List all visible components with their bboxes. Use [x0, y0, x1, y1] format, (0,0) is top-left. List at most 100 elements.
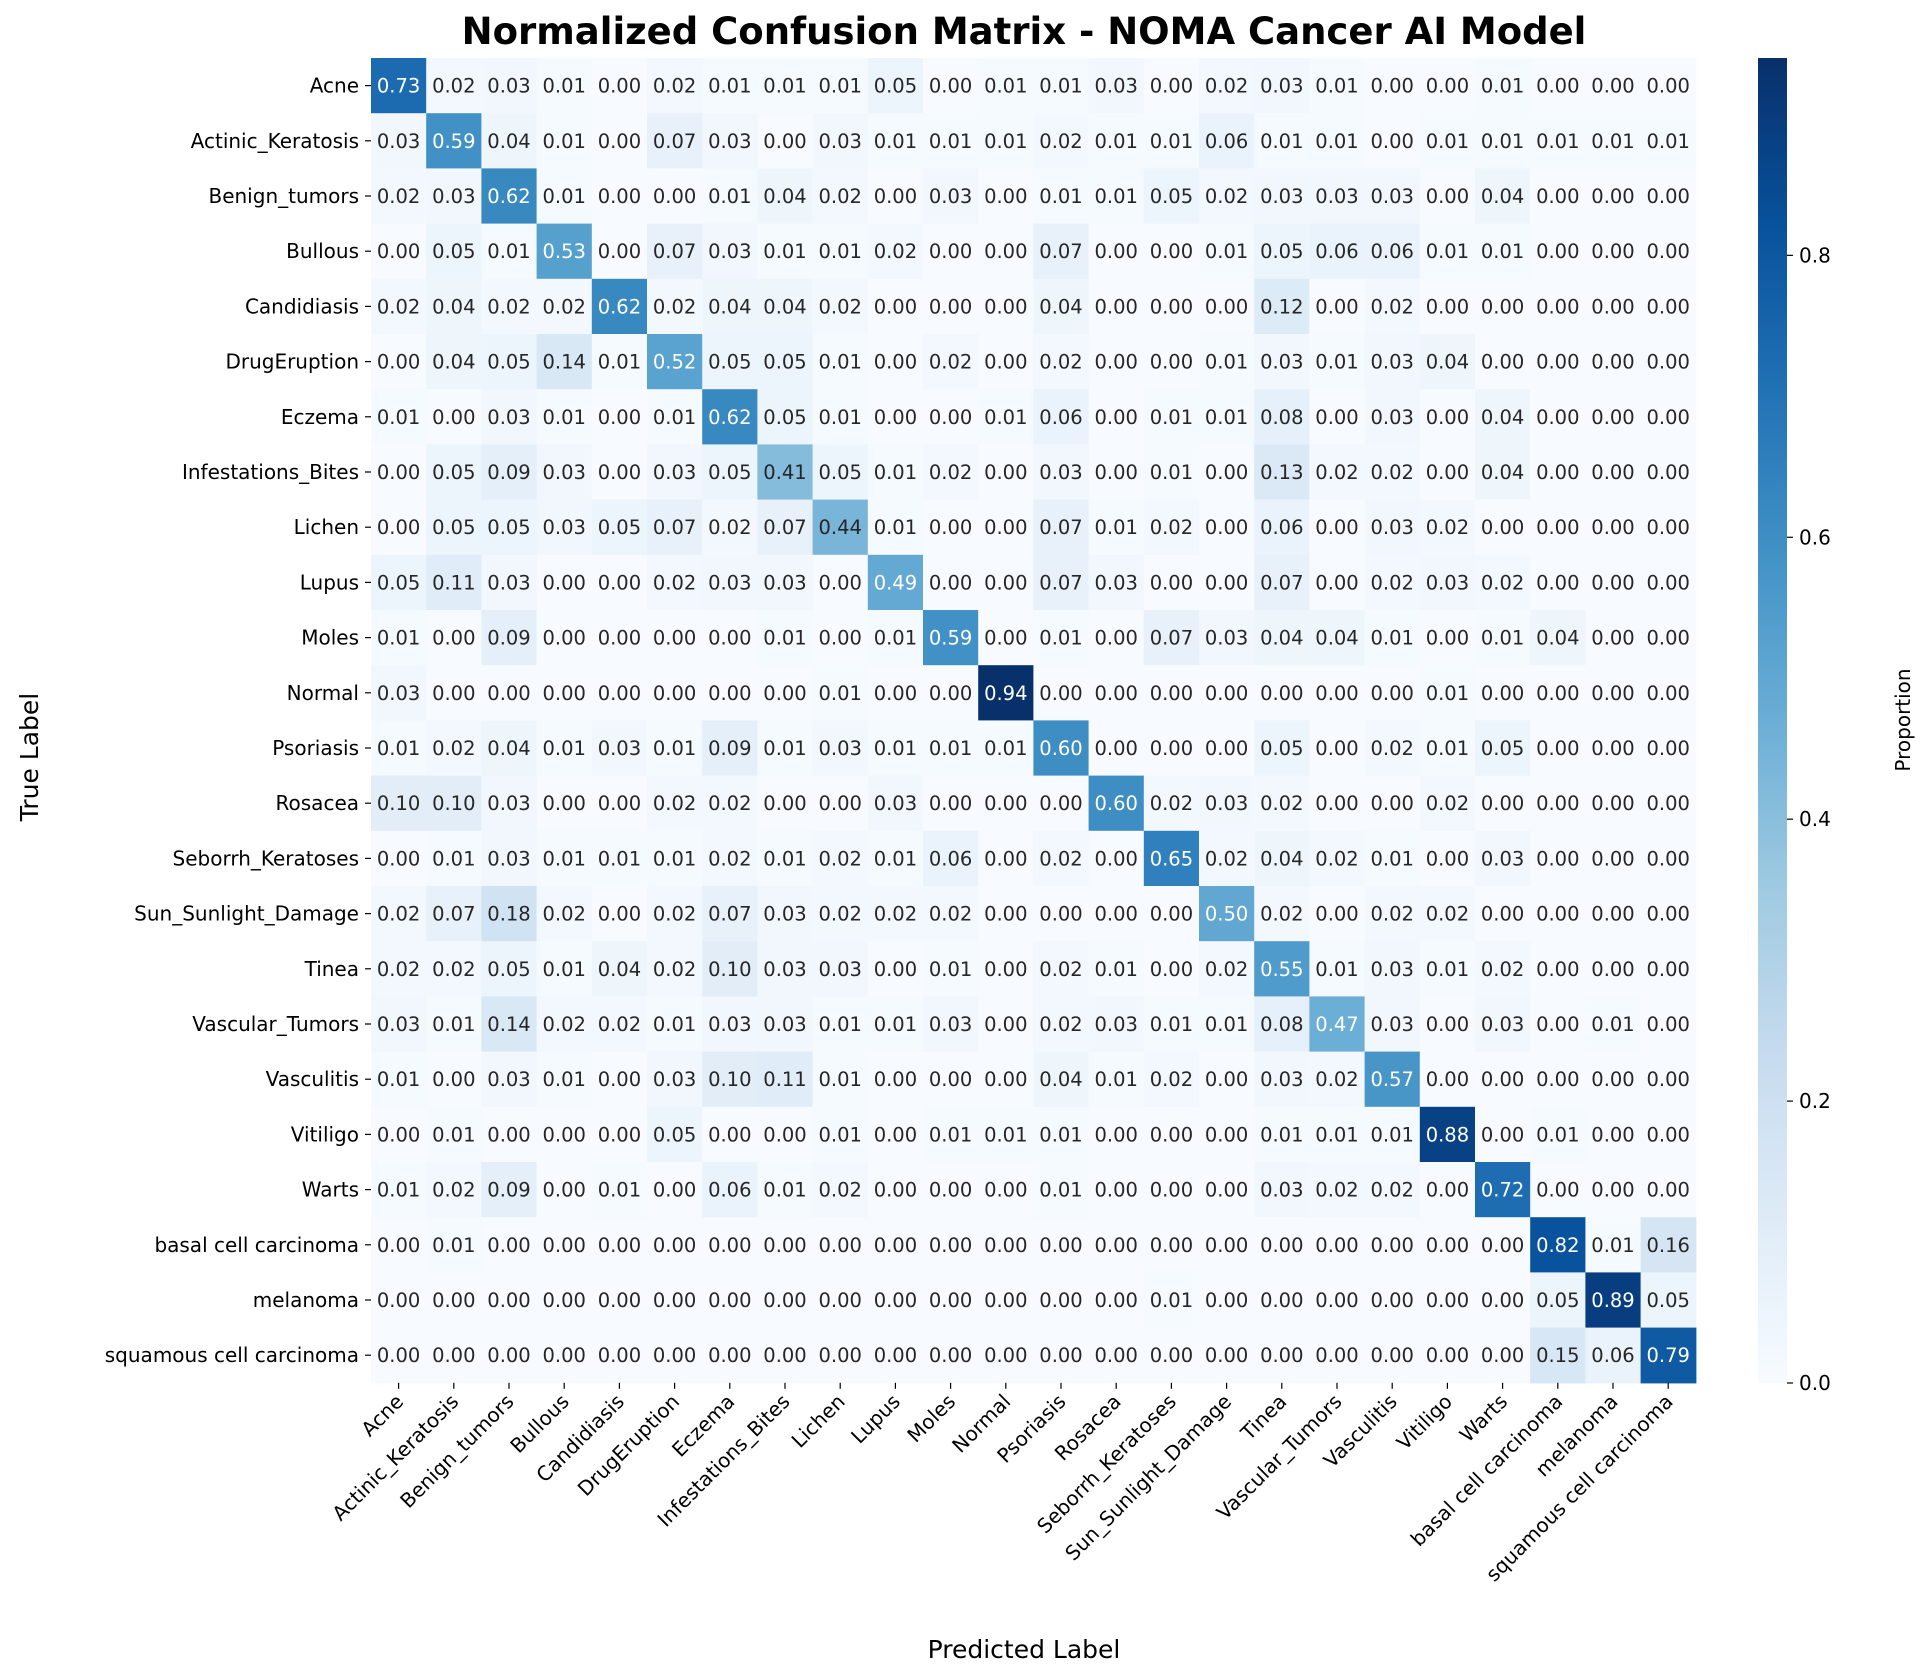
cell-value-label: 0.00	[1150, 1234, 1193, 1257]
cell-value-label: 0.00	[1150, 903, 1193, 926]
cell-value-label: 0.07	[1039, 240, 1082, 263]
cell-value-label: 0.03	[1260, 351, 1303, 374]
heatmap-cell	[1199, 665, 1255, 721]
cell-value-label: 0.00	[487, 682, 530, 705]
cell-value-label: 0.04	[598, 958, 641, 981]
heatmap-cell	[1254, 278, 1310, 335]
cell-value-label: 0.00	[984, 1179, 1027, 1202]
heatmap-cell	[1585, 1106, 1642, 1163]
cell-value-label: 0.01	[1094, 130, 1137, 153]
heatmap-cell	[647, 720, 703, 777]
heatmap-cell	[1143, 389, 1200, 445]
cell-value-label: 0.00	[1205, 682, 1248, 705]
heatmap-cell	[1199, 1162, 1255, 1218]
cell-value-label: 0.11	[763, 1068, 806, 1091]
heatmap-cell	[536, 278, 593, 335]
cell-value-label: 0.01	[377, 737, 420, 760]
cell-value-label: 0.00	[1536, 1068, 1579, 1091]
heatmap-cell	[1199, 278, 1255, 335]
heatmap-cell	[1475, 830, 1531, 887]
heatmap-cell	[923, 334, 979, 390]
heatmap-cell	[1475, 996, 1531, 1053]
cell-value-label: 0.62	[708, 406, 751, 429]
heatmap-cell	[1088, 499, 1145, 556]
cell-value-label: 0.00	[598, 903, 641, 926]
colorbar-tick-label: 0.6	[1799, 525, 1831, 549]
heatmap-cell	[647, 830, 703, 887]
cell-value-label: 0.01	[542, 737, 585, 760]
heatmap-cell	[1309, 168, 1366, 225]
cell-value-label: 0.00	[1536, 682, 1579, 705]
cell-value-label: 0.03	[929, 185, 972, 208]
heatmap-cell	[481, 554, 538, 611]
cell-value-label: 0.05	[1260, 737, 1303, 760]
heatmap-cell	[647, 1162, 703, 1218]
cell-value-label: 0.00	[1205, 295, 1248, 318]
heatmap-cell	[702, 941, 758, 997]
colorbar-tick-label: 0.0	[1799, 1371, 1831, 1395]
heatmap-cell	[1199, 223, 1255, 280]
cell-value-label: 0.02	[929, 903, 972, 926]
heatmap-cell	[536, 830, 593, 887]
x-tick-label: Acne	[356, 1389, 408, 1441]
cell-value-label: 0.00	[1426, 627, 1469, 650]
heatmap-cell	[1088, 113, 1145, 169]
heatmap-cell	[591, 830, 648, 887]
heatmap-cells: 0.73 0.02 0.03 0.01 0.00 0.02 0.01 0.01 0.01 0.05…	[371, 58, 1697, 1384]
cell-value-label: 0.00	[929, 1068, 972, 1091]
cell-value-label: 0.00	[1536, 737, 1579, 760]
cell-value-label: 0.00	[1481, 1344, 1524, 1367]
cell-value-label: 0.01	[1094, 958, 1137, 981]
colorbar-tick-label: 0.4	[1799, 807, 1831, 831]
cell-value-label: 0.00	[1150, 682, 1193, 705]
heatmap-cell	[978, 665, 1034, 721]
heatmap-cell	[1309, 720, 1366, 777]
cell-value-label: 0.03	[1094, 1013, 1137, 1036]
heatmap-cell	[702, 278, 758, 335]
cell-value-label: 0.00	[1536, 1013, 1579, 1036]
cell-value-label: 0.02	[1370, 903, 1413, 926]
cell-value-label: 0.00	[1205, 461, 1248, 484]
heatmap-cell	[757, 996, 814, 1053]
heatmap-cell	[1309, 1106, 1366, 1163]
cell-value-label: 0.94	[984, 682, 1027, 705]
heatmap-cell	[1199, 886, 1255, 942]
cell-value-label: 0.04	[1481, 461, 1524, 484]
cell-value-label: 0.00	[1646, 1123, 1689, 1146]
heatmap-cell	[1199, 58, 1255, 114]
cell-value-label: 0.03	[929, 1013, 972, 1036]
heatmap-cell	[426, 1051, 482, 1108]
cell-value-label: 0.02	[1370, 1179, 1413, 1202]
cell-value-label: 0.02	[708, 792, 751, 815]
cell-value-label: 0.03	[763, 571, 806, 594]
heatmap-cell	[757, 444, 814, 501]
heatmap-cell	[1143, 58, 1200, 114]
heatmap-cell	[923, 1162, 979, 1218]
cell-value-label: 0.05	[487, 351, 530, 374]
cell-value-label: 0.03	[542, 516, 585, 539]
heatmap-cell	[1033, 665, 1090, 721]
y-tick-label: Tinea	[304, 957, 359, 981]
heatmap-cell	[1143, 168, 1200, 225]
heatmap-cell	[702, 444, 758, 501]
cell-value-label: 0.10	[708, 1068, 751, 1091]
heatmap-cell	[867, 1106, 924, 1163]
heatmap-cell	[1199, 1327, 1255, 1384]
cell-value-label: 0.00	[598, 461, 641, 484]
heatmap-cell	[1254, 168, 1310, 225]
cell-value-label: 0.00	[1591, 737, 1634, 760]
cell-value-label: 0.03	[542, 461, 585, 484]
cell-value-label: 0.01	[1370, 627, 1413, 650]
heatmap-cell	[1475, 444, 1531, 501]
cell-value-label: 0.05	[1260, 240, 1303, 263]
cell-value-label: 0.00	[1426, 1234, 1469, 1257]
heatmap-cell	[812, 223, 869, 280]
cell-value-label: 0.00	[1205, 1344, 1248, 1367]
cell-value-label: 0.00	[598, 185, 641, 208]
cell-value-label: 0.01	[1205, 1013, 1248, 1036]
cell-value-label: 0.00	[1426, 1013, 1469, 1036]
cell-value-label: 0.00	[598, 75, 641, 98]
cell-value-label: 0.01	[818, 1068, 861, 1091]
cell-value-label: 0.00	[1536, 792, 1579, 815]
cell-value-label: 0.59	[929, 627, 972, 650]
